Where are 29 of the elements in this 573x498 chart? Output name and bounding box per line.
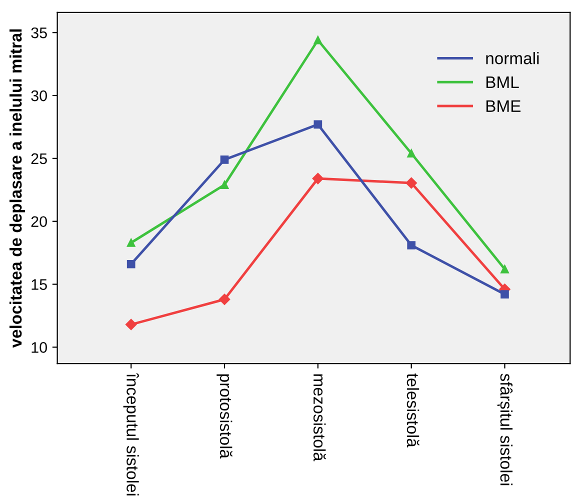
point <box>126 260 136 268</box>
point <box>406 177 417 189</box>
y-axis-title: velocitatea de deplasare a inelului mitral <box>9 29 26 348</box>
legend-label: BME <box>486 100 521 112</box>
point <box>312 172 324 184</box>
legend-label: BML <box>486 76 519 88</box>
point <box>126 238 136 247</box>
x-tick-label: sfârșitul sistolei <box>496 374 513 486</box>
x-tick-label: protosistolă <box>216 374 232 458</box>
y-tick-label: 15 <box>32 279 47 290</box>
point <box>314 36 322 44</box>
x-tick-label: începutul sistolei <box>123 372 139 496</box>
y-tick-label: 30 <box>31 90 47 102</box>
y-tick-label: 20 <box>31 216 47 228</box>
y-tick-label: 10 <box>32 342 47 353</box>
point <box>220 156 229 164</box>
legend-label: normali <box>486 52 539 64</box>
y-tick-label: 25 <box>31 153 47 164</box>
point <box>218 294 230 305</box>
point <box>407 149 416 158</box>
point <box>220 180 229 190</box>
point <box>500 264 509 274</box>
point <box>125 318 137 330</box>
x-tick-label: mezosistolă <box>313 374 326 462</box>
point <box>500 290 509 298</box>
point <box>407 241 416 250</box>
x-tick-label: telesistolă <box>406 374 420 448</box>
point <box>314 120 322 129</box>
y-tick-label: 35 <box>31 27 47 38</box>
